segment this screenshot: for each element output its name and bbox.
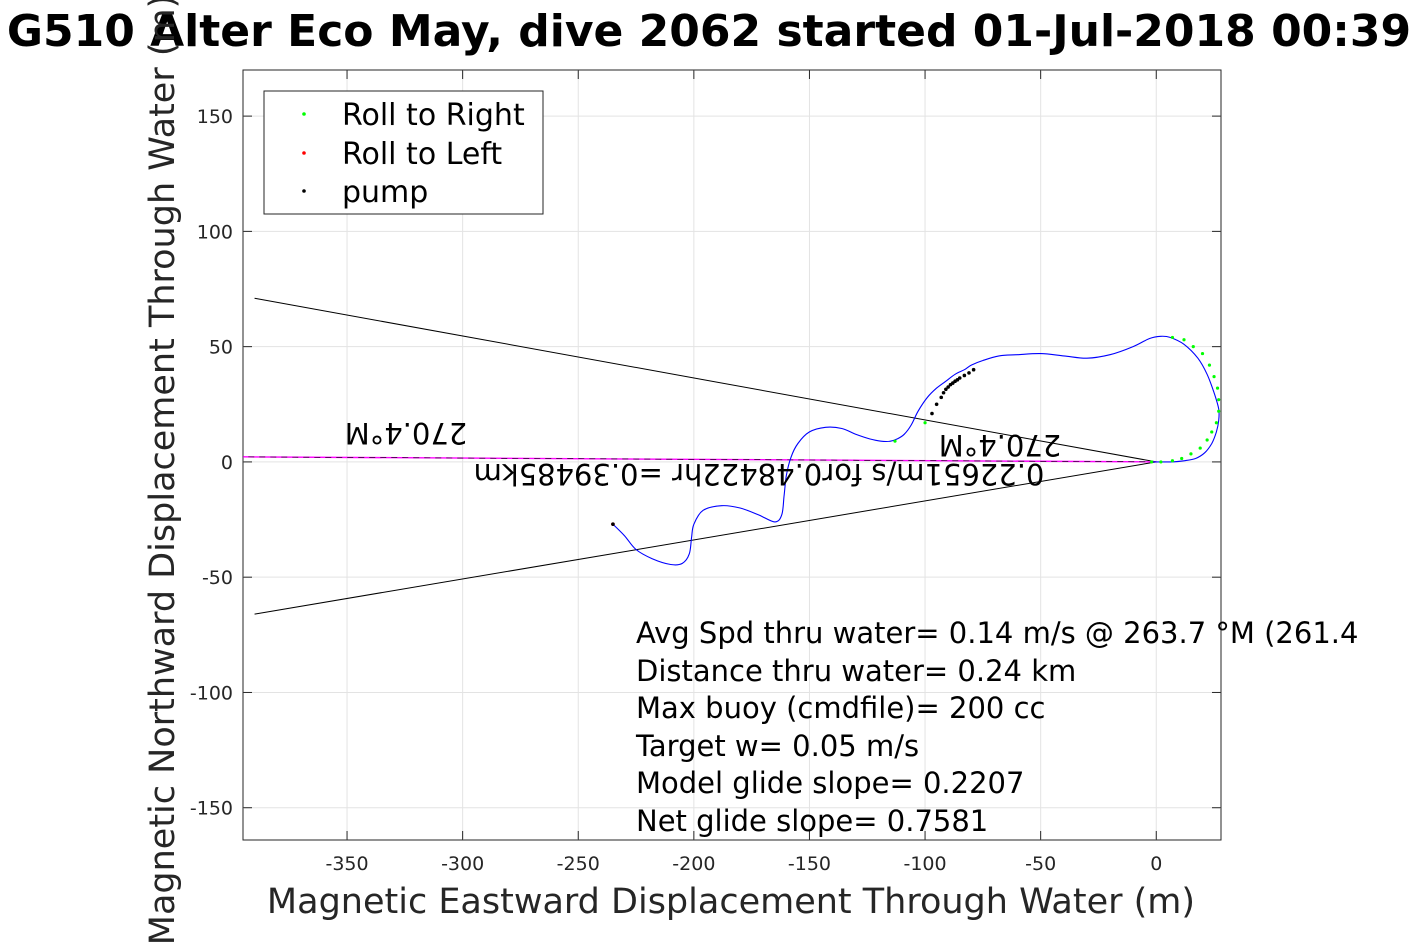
dive-summary: Avg Spd thru water= 0.14 m/s @ 263.7 °M … — [635, 616, 1358, 838]
y-tick-label: -150 — [190, 798, 233, 820]
roll-right-point — [1150, 460, 1154, 464]
x-tick-label: -350 — [325, 853, 368, 875]
roll-right-point — [1210, 430, 1214, 434]
roll-right-point — [1180, 456, 1184, 461]
current-cone-line-2 — [254, 461, 1157, 615]
roll-right-point — [1217, 409, 1221, 413]
x-tick-label: -300 — [441, 853, 484, 875]
roll-right-point — [1189, 452, 1193, 456]
roll-right-point — [1191, 345, 1195, 349]
current-heading-label-left: 270.4°M — [345, 416, 468, 450]
roll-right-point — [1198, 446, 1202, 450]
current-cone-line-1 — [254, 297, 1157, 463]
annotation-target-w: Target w= 0.05 m/s — [635, 729, 919, 763]
chart-title: G510 Alter Eco May, dive 2062 started 01… — [7, 6, 1411, 57]
legend-label-pump: pump — [342, 175, 428, 210]
plot-content — [243, 297, 1221, 615]
roll-right-point — [893, 439, 897, 443]
legend-marker-roll-right — [302, 112, 306, 116]
roll-right-point — [923, 421, 927, 425]
pump-point — [962, 373, 967, 378]
y-tick-label: -50 — [202, 567, 233, 589]
pump-point — [971, 367, 976, 372]
x-axis-label: Magnetic Eastward Displacement Through W… — [267, 882, 1195, 922]
pump-point — [967, 371, 971, 375]
legend-marker-pump — [302, 189, 306, 193]
roll-right-point — [1182, 338, 1186, 342]
roll-right-point — [1200, 351, 1205, 356]
legend: Roll to Right Roll to Left pump — [263, 90, 544, 215]
pump-point — [944, 387, 948, 392]
pump-point — [957, 376, 962, 380]
roll-right-point — [1205, 438, 1209, 442]
legend-label-roll-right: Roll to Right — [342, 98, 525, 133]
roll-right-point — [1217, 398, 1221, 402]
current-vector-dash — [243, 456, 1157, 463]
x-tick-label: -200 — [672, 853, 715, 875]
x-tick-label: -150 — [788, 853, 831, 875]
y-axis-label: Magnetic Northward Displacement Through … — [143, 0, 183, 945]
pump-point — [939, 395, 944, 400]
pump-point — [946, 385, 950, 389]
x-tick-label: -250 — [557, 853, 600, 875]
annotation-net-glide-slope: Net glide slope= 0.7581 — [636, 804, 988, 838]
legend-marker-roll-left — [302, 151, 306, 155]
current-heading-label-right: 270.4°M — [939, 428, 1062, 462]
legend-box — [263, 90, 544, 215]
axis-ticks: -350 -300 -250 -200 -150 -100 -50 0 -150 -100 -50 0… — [190, 70, 1221, 875]
annotation-distance: Distance thru water= 0.24 km — [636, 654, 1076, 688]
pump-point — [941, 390, 946, 395]
annotation-max-buoy: Max buoy (cmdfile)= 200 cc — [636, 691, 1045, 725]
current-speed-label: 0.22651m/s for0.48422hr =0.39485km — [474, 457, 1045, 491]
grid — [243, 70, 1221, 840]
pump-point — [934, 402, 939, 407]
y-tick-label: 100 — [197, 221, 233, 243]
annotation-model-glide-slope: Model glide slope= 0.2207 — [636, 766, 1024, 800]
x-tick-label: -50 — [1025, 853, 1056, 875]
roll-right-point — [1212, 375, 1216, 379]
annotation-avg-speed: Avg Spd thru water= 0.14 m/s @ 263.7 °M … — [636, 616, 1358, 650]
y-tick-label: -100 — [190, 682, 233, 704]
y-tick-label: 150 — [197, 106, 233, 128]
roll-right-point — [1170, 459, 1175, 463]
pump-point — [611, 522, 615, 526]
legend-label-roll-left: Roll to Left — [342, 137, 502, 172]
roll-right-point — [1215, 386, 1220, 390]
x-tick-label: 0 — [1150, 853, 1162, 875]
x-tick-label: -100 — [903, 853, 946, 875]
glider-track — [612, 335, 1220, 566]
roll-right-point — [1214, 421, 1218, 425]
pump-point — [930, 411, 934, 416]
roll-right-point — [1207, 363, 1212, 367]
roll-right-point — [1159, 460, 1163, 464]
y-tick-label: 50 — [209, 337, 233, 359]
y-tick-label: 0 — [221, 452, 233, 474]
roll-right-point — [1170, 335, 1175, 340]
